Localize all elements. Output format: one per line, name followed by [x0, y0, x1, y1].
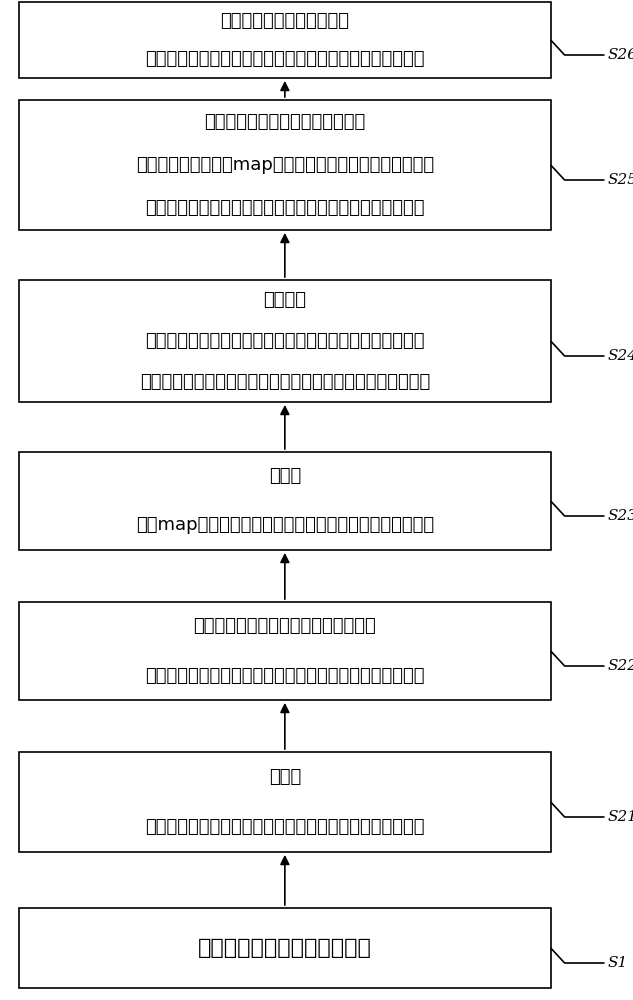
Bar [19, 908, 551, 988]
Text: 整车补偿后扭矩在整车中传递并计算出所述双燃料发动机的: 整车补偿后扭矩在整车中传递并计算出所述双燃料发动机的 [145, 332, 425, 350]
Text: S22: S22 [608, 659, 633, 673]
Text: S23: S23 [608, 509, 633, 523]
Text: 根据map查出所述实际补偿扭矩对应的所述一种燃料的补偿: 根据map查出所述实际补偿扭矩对应的所述一种燃料的补偿 [136, 516, 434, 534]
Text: S21: S21 [608, 810, 633, 824]
Text: S25: S25 [608, 173, 633, 187]
Bar [19, 602, 551, 700]
Bar [19, 752, 551, 852]
Text: 所述实际扭矩与所述实际补偿扭矩之差为所述双燃料发动机: 所述实际扭矩与所述实际补偿扭矩之差为所述双燃料发动机 [145, 199, 425, 217]
Bar [19, 452, 551, 550]
Text: 对所述双燃料发动机的补偿扭矩进行最大限制和最小限制后: 对所述双燃料发动机的补偿扭矩进行最大限制和最小限制后 [145, 666, 425, 684]
Bar [19, 2, 551, 78]
Text: 根据双燃料发动机的转速波动，计算所述双燃料发动机的补: 根据双燃料发动机的转速波动，计算所述双燃料发动机的补 [145, 818, 425, 836]
Text: 得到所述双燃料发动机的实际补偿扭矩: 得到所述双燃料发动机的实际补偿扭矩 [194, 617, 376, 636]
Text: S1: S1 [608, 956, 628, 970]
Bar [19, 280, 551, 402]
Text: 将所述实际补偿扭矩补偿到整车扭矩中得到整车补偿后扭矩，: 将所述实际补偿扭矩补偿到整车扭矩中得到整车补偿后扭矩， [140, 373, 430, 391]
Text: 喷油量: 喷油量 [269, 467, 301, 485]
Text: 实际扭矩: 实际扭矩 [263, 291, 306, 309]
Text: 偿扭矩: 偿扭矩 [269, 768, 301, 786]
Text: 检测双燃料发动机的转速波动: 检测双燃料发动机的转速波动 [198, 938, 372, 958]
Bar [19, 100, 551, 230]
Text: 的补偿前扭矩，根据map查出与所述补偿前扭矩对应的第一: 的补偿前扭矩，根据map查出与所述补偿前扭矩对应的第一 [136, 156, 434, 174]
Text: 所述一种燃料的最终喷油量: 所述一种燃料的最终喷油量 [220, 12, 349, 30]
Text: S24: S24 [608, 349, 633, 363]
Text: 所述一种燃料的补偿喷油量与所述一种燃料的喷油量之和为: 所述一种燃料的补偿喷油量与所述一种燃料的喷油量之和为 [145, 50, 425, 68]
Text: 燃料的喷油量和第二燃料的喷油量: 燃料的喷油量和第二燃料的喷油量 [204, 113, 365, 131]
Text: S26: S26 [608, 48, 633, 62]
